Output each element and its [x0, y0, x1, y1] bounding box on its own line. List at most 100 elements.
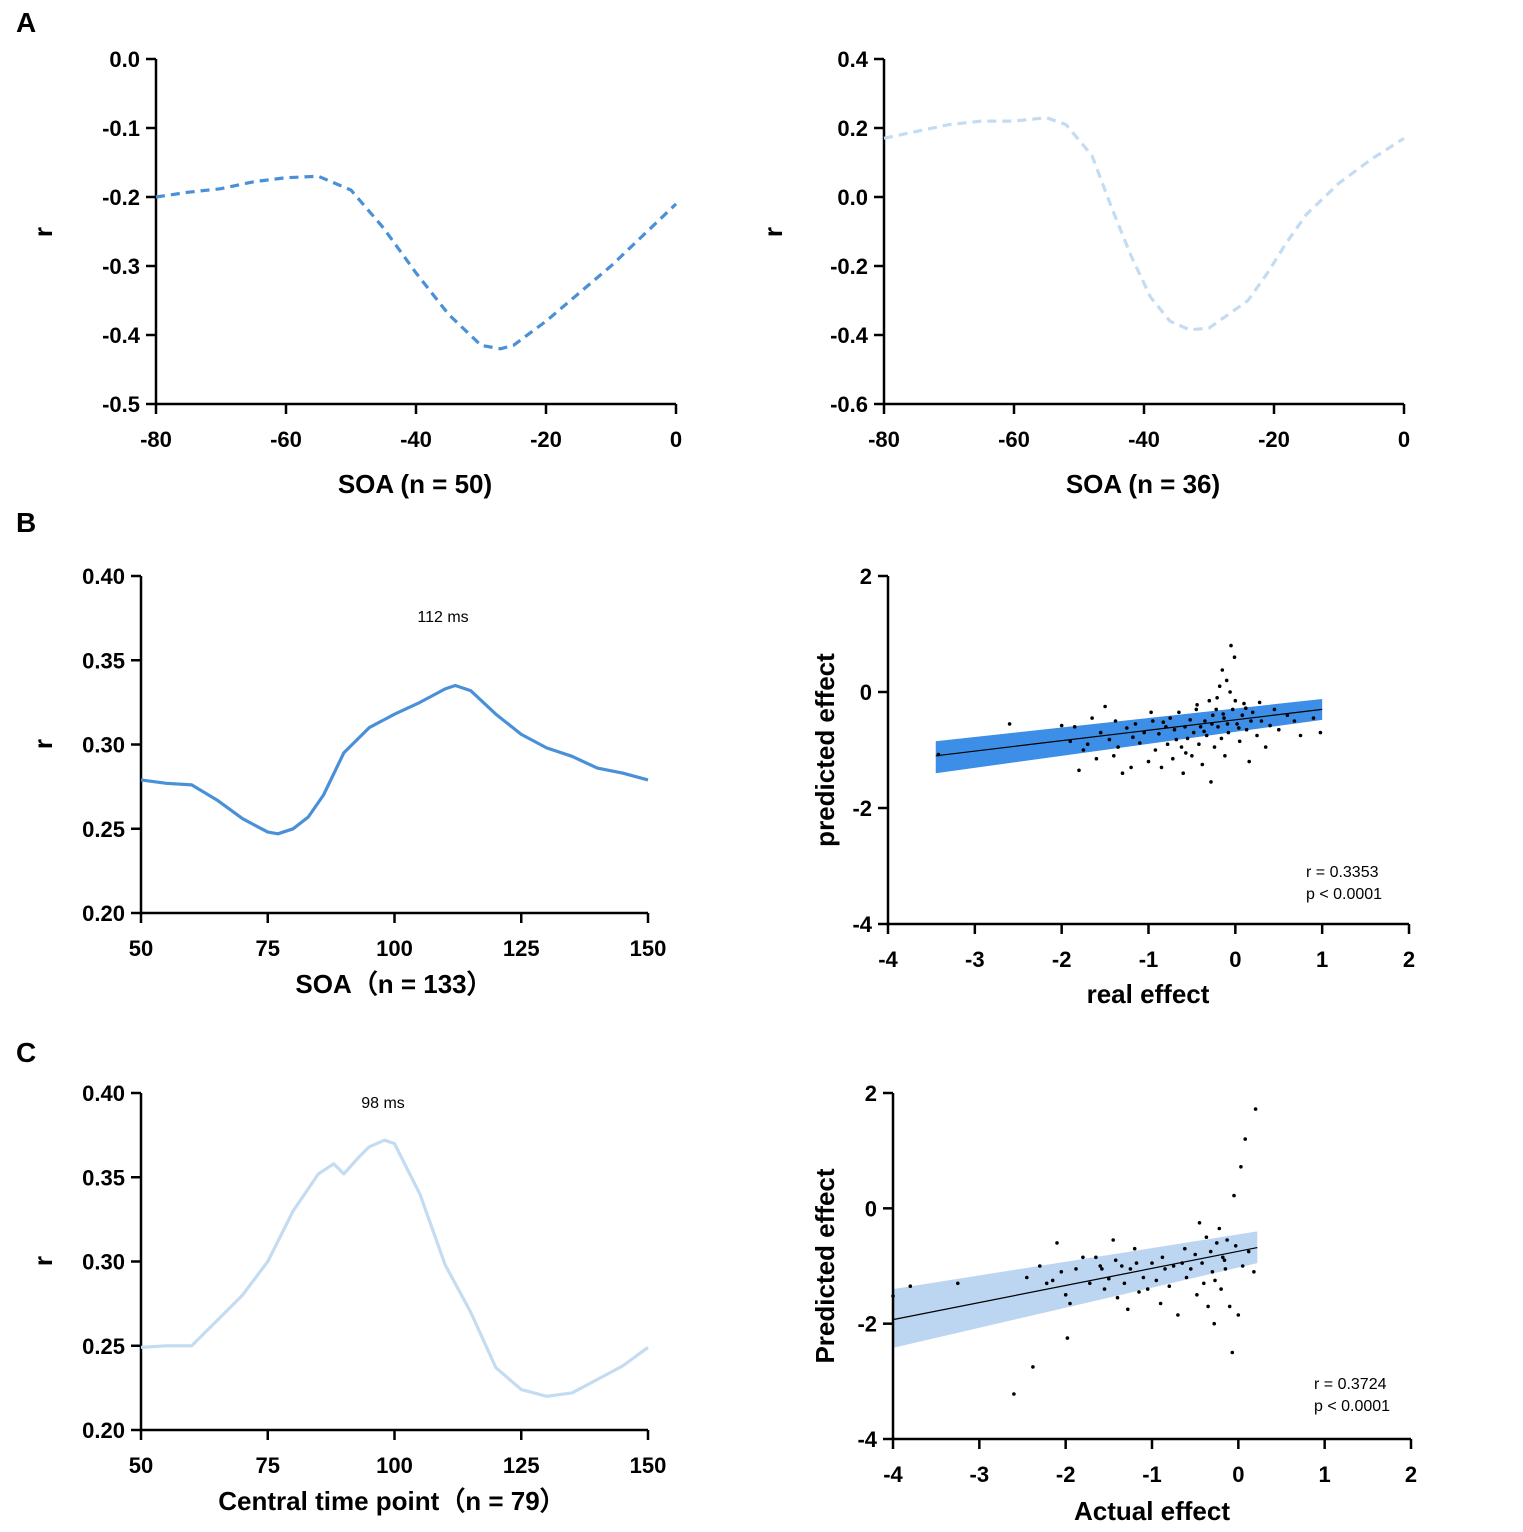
stat-p: p < 0.0001 [1306, 886, 1382, 903]
x-tick-label: 0 [1229, 947, 1241, 972]
scatter-point [1165, 742, 1170, 746]
scatter-point [1007, 722, 1012, 726]
x-tick-label: -4 [883, 1462, 903, 1487]
x-axis-title: Actual effect [1074, 1496, 1230, 1526]
scatter-point [1132, 1246, 1137, 1251]
scatter-point [1193, 1252, 1197, 1257]
scatter-point [1263, 745, 1268, 749]
scatter-point [1112, 754, 1116, 758]
x-tick-label: -40 [400, 427, 432, 452]
scatter-point [1259, 719, 1264, 723]
scatter-point [1065, 1336, 1070, 1340]
scatter-point [1191, 730, 1196, 735]
scatter-point [1237, 726, 1241, 730]
x-tick-label: -2 [1052, 947, 1072, 972]
scatter-point [1272, 707, 1277, 712]
scatter-point [1195, 1293, 1199, 1297]
scatter-point [1183, 1246, 1187, 1251]
scatter-point [1194, 707, 1199, 712]
scatter-point [1179, 745, 1184, 749]
y-tick-label: -0.1 [102, 116, 140, 141]
x-tick-label: 125 [503, 1453, 540, 1478]
scatter-point [1219, 736, 1224, 741]
scatter-point [1171, 1264, 1176, 1268]
scatter-point [1094, 1255, 1098, 1260]
scatter-point [1244, 706, 1248, 710]
scatter-point [1115, 1295, 1120, 1300]
peak-annotation: 112 ms [417, 609, 468, 626]
scatter-point [1209, 780, 1213, 784]
scatter-point [1055, 1241, 1059, 1245]
scatter-point [1253, 1107, 1258, 1111]
scatter-point [1230, 707, 1235, 712]
x-tick-label: -60 [270, 427, 302, 452]
scatter-point [1063, 1293, 1068, 1297]
scatter-point [1038, 1264, 1042, 1268]
scatter-point [1217, 684, 1222, 688]
scatter-point [1177, 710, 1181, 715]
y-tick-label: -0.3 [102, 254, 140, 279]
scatter-point [1161, 720, 1166, 724]
chart-b-right: -4 -3 -2 -1 0 1 2 -4 -2 0 2 real effect predicted ef… [810, 564, 1415, 1009]
scatter-point [1157, 732, 1161, 736]
stat-r: r = 0.3724 [1314, 1376, 1387, 1393]
scatter-point [1137, 1290, 1141, 1294]
scatter-point [1025, 1275, 1029, 1280]
scatter-point [1102, 1287, 1107, 1291]
x-tick-label: 50 [129, 1453, 153, 1478]
x-axis-title: Central time point（n = 79） [218, 1486, 565, 1516]
scatter-point [1236, 1313, 1241, 1317]
y-tick-label: -0.2 [830, 254, 868, 279]
scatter-point [1150, 1261, 1154, 1265]
scatter-point [1167, 1284, 1172, 1288]
y-tick-label: 0.30 [82, 1250, 125, 1275]
scatter-point [1128, 1267, 1133, 1271]
y-tick-label: 0.20 [82, 1418, 125, 1443]
y-tick-label: 0.30 [82, 733, 125, 758]
scatter-point [1224, 678, 1229, 683]
y-axis-title: Predicted effect [810, 1168, 840, 1363]
scatter-point [956, 1281, 960, 1286]
x-axis-title: SOA (n = 36) [1066, 469, 1220, 499]
y-axis-title: r [28, 739, 58, 749]
x-tick-label: -3 [970, 1462, 990, 1487]
scatter-point [1198, 725, 1203, 729]
scatter-point [1134, 1261, 1139, 1265]
scatter-point [1204, 733, 1209, 738]
scatter-point [1318, 730, 1323, 735]
scatter-point [1103, 704, 1107, 709]
x-tick-label: 75 [256, 936, 280, 961]
scatter-point [1085, 742, 1090, 746]
scatter-point [1184, 751, 1188, 755]
scatter-point [1172, 727, 1177, 732]
y-tick-label: -0.4 [830, 323, 869, 348]
y-axis-title: r [758, 227, 788, 237]
scatter-point [1195, 703, 1199, 707]
chart-a-right: -80 -60 -40 -20 0 -0.6 -0.4 -0.2 0.0 0.2 0.4 SOA (n… [758, 47, 1410, 499]
scatter-point [1081, 748, 1086, 752]
scatter-point [1277, 727, 1281, 732]
scatter-point [1232, 1193, 1236, 1198]
x-tick-label: 50 [129, 936, 153, 961]
regression-line [892, 1246, 1258, 1321]
scatter-point [1190, 754, 1194, 758]
scatter-point [1168, 716, 1172, 720]
scatter-point [1142, 730, 1146, 735]
x-tick-label: -40 [1128, 427, 1160, 452]
scatter-point [1031, 1365, 1035, 1369]
scatter-point [1200, 1261, 1204, 1265]
scatter-point [1072, 725, 1077, 729]
scatter-point [1225, 1238, 1229, 1242]
y-tick-label: 2 [860, 564, 872, 589]
y-tick-label: 0.2 [837, 116, 868, 141]
y-tick-label: -2 [857, 1312, 877, 1337]
y-tick-label: -4 [852, 912, 872, 937]
x-tick-label: 2 [1405, 1462, 1417, 1487]
x-tick-label: -3 [965, 947, 985, 972]
scatter-point [1215, 696, 1219, 700]
scatter-point [1223, 754, 1227, 758]
scatter-point [1098, 730, 1103, 735]
y-tick-label: -0.4 [102, 323, 141, 348]
scatter-point [891, 1294, 895, 1298]
scatter-point [1012, 1392, 1016, 1396]
